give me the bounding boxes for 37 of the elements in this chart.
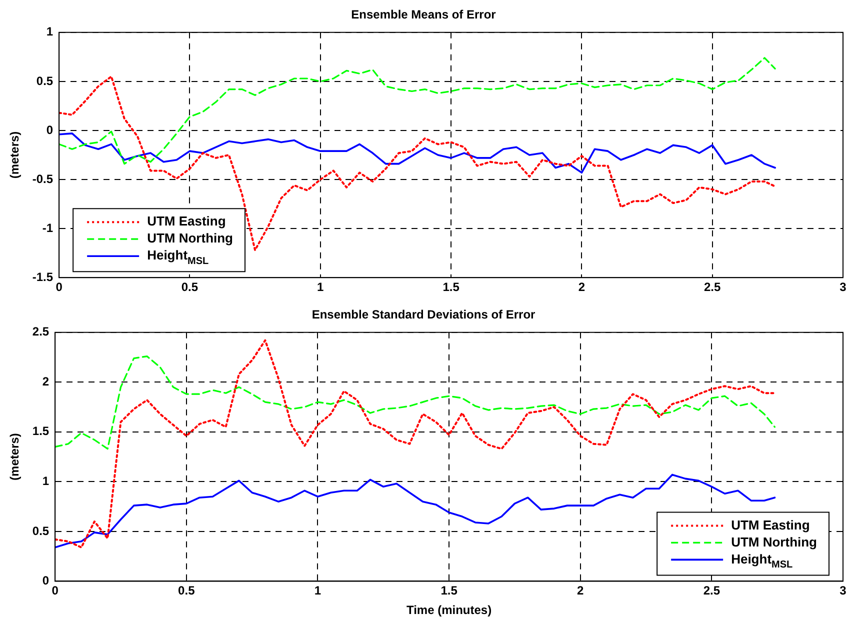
chart-title: Ensemble Means of Error xyxy=(351,8,496,22)
x-tick-label: 3 xyxy=(840,280,847,294)
y-axis-title: (meters) xyxy=(8,131,22,179)
x-tick-label: 0.5 xyxy=(181,280,198,294)
legend-label: UTM Northing xyxy=(147,230,234,246)
legend-label: UTM Easting xyxy=(147,214,226,229)
x-tick-label: 1 xyxy=(317,280,324,294)
y-tick-label: 0 xyxy=(42,574,50,588)
x-tick-label: 2.5 xyxy=(704,280,722,294)
y-tick-label: -1.5 xyxy=(32,270,54,284)
chart-title: Ensemble Standard Deviations of Error xyxy=(312,308,536,322)
x-tick-label: 1 xyxy=(314,584,322,598)
y-tick-label: -1 xyxy=(42,220,54,235)
x-tick-label: 0.5 xyxy=(178,584,196,598)
line-series xyxy=(59,57,776,165)
line-series xyxy=(59,76,776,252)
legend-label: UTM Northing xyxy=(731,534,818,550)
x-tick-label: 1.5 xyxy=(440,584,458,598)
y-tick-label: 0.5 xyxy=(36,74,54,88)
x-axis-title: Time (minutes) xyxy=(406,603,492,618)
y-tick-label: -0.5 xyxy=(32,172,54,186)
y-tick-label: 1 xyxy=(46,24,54,39)
y-tick-label: 2.5 xyxy=(32,324,50,339)
line-series xyxy=(55,355,776,450)
y-tick-label: 1 xyxy=(42,474,50,488)
x-tick-label: 1.5 xyxy=(442,280,460,294)
x-tick-label: 2.5 xyxy=(703,584,720,598)
x-tick-label: 2 xyxy=(578,280,586,294)
y-tick-label: 0.5 xyxy=(32,524,50,538)
y-tick-label: 0 xyxy=(46,122,54,137)
x-tick-label: 0 xyxy=(56,280,63,294)
y-axis-title: (meters) xyxy=(8,433,22,480)
legend-label: UTM Easting xyxy=(731,517,810,532)
x-tick-label: 3 xyxy=(840,584,847,598)
y-tick-label: 1.5 xyxy=(32,424,50,438)
x-tick-label: 2 xyxy=(577,584,584,598)
y-tick-label: 2 xyxy=(42,374,50,388)
